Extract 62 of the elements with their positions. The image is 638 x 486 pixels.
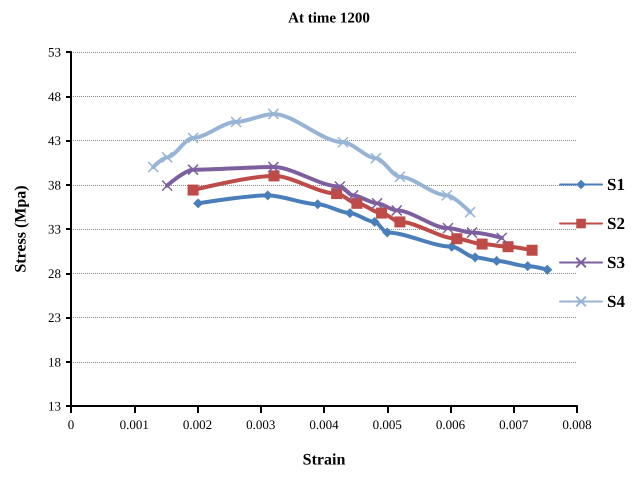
- point: [187, 164, 199, 176]
- point: [268, 161, 280, 173]
- point: [476, 238, 488, 250]
- point: [470, 252, 480, 262]
- y-tick-label: 13: [48, 398, 61, 414]
- y-tick-label: 28: [48, 266, 61, 281]
- point: [542, 264, 552, 275]
- x-axis-title: Strain: [302, 452, 346, 468]
- y-tick-label: 23: [48, 310, 61, 325]
- x-tick-label: 0.008: [562, 417, 592, 432]
- point: [344, 208, 355, 218]
- point: [351, 198, 362, 209]
- y-tick-label: 43: [48, 133, 61, 148]
- point: [492, 256, 502, 266]
- point: [331, 188, 342, 200]
- point: [502, 241, 514, 252]
- point: [451, 233, 462, 244]
- y-tick-label: 38: [48, 177, 61, 192]
- x-tick-label: 0.004: [309, 417, 340, 432]
- x-tick-label: 0.002: [182, 417, 212, 432]
- point: [464, 206, 476, 218]
- point: [442, 222, 454, 234]
- point: [390, 204, 402, 216]
- point: [496, 232, 508, 244]
- point: [370, 216, 380, 227]
- point: [268, 108, 280, 120]
- x-tick-label: 0.005: [372, 417, 402, 432]
- legend-label: S4: [607, 292, 626, 311]
- point: [161, 180, 173, 192]
- y-tick-label: 33: [48, 222, 61, 236]
- point: [147, 161, 159, 173]
- point: [526, 244, 538, 256]
- x-tick-label: 0.006: [436, 417, 466, 432]
- point: [187, 132, 199, 144]
- point: [268, 170, 280, 182]
- point: [337, 136, 349, 148]
- x-tick-label: 0: [68, 417, 74, 432]
- x-tick-label: 0.001: [120, 417, 149, 432]
- point: [394, 216, 406, 228]
- chart-title: At time 1200: [288, 10, 370, 26]
- x-tick-label: 0.003: [246, 417, 276, 432]
- point: [376, 208, 388, 219]
- y-tick-label: 18: [48, 354, 61, 370]
- legend-label: S1: [607, 175, 626, 194]
- point: [370, 152, 382, 164]
- y-tick-label: 48: [48, 88, 61, 104]
- point: [347, 190, 359, 202]
- y-axis-title: Stress (Mpa): [12, 185, 30, 273]
- legend-label: S2: [607, 214, 626, 233]
- point: [193, 198, 204, 208]
- point: [188, 184, 199, 196]
- point: [230, 116, 242, 128]
- point: [334, 180, 346, 192]
- x-tick-label: 0.007: [499, 417, 529, 432]
- point: [440, 190, 452, 202]
- y-tick-label: 53: [48, 44, 61, 60]
- point: [161, 152, 173, 164]
- point: [394, 171, 406, 183]
- point: [466, 226, 478, 238]
- legend-label: S3: [607, 253, 626, 272]
- point: [382, 228, 392, 238]
- point: [371, 198, 383, 210]
